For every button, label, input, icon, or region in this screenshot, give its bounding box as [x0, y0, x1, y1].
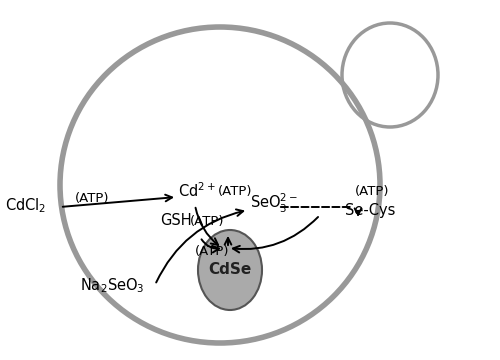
- Text: SeO$_3^{2-}$: SeO$_3^{2-}$: [250, 192, 298, 215]
- Text: CdCl$_2$: CdCl$_2$: [5, 196, 46, 215]
- Text: (ATP): (ATP): [355, 185, 390, 198]
- Text: (ATP): (ATP): [75, 192, 110, 205]
- Text: Cd$^{2+}$: Cd$^{2+}$: [178, 181, 216, 200]
- Text: (ATP): (ATP): [190, 215, 224, 228]
- Text: (ATP): (ATP): [195, 245, 230, 258]
- Text: CdSe: CdSe: [208, 262, 252, 278]
- Text: GSH: GSH: [160, 213, 192, 228]
- Ellipse shape: [198, 230, 262, 310]
- Text: (ATP): (ATP): [218, 185, 252, 198]
- Text: Se-Cys: Se-Cys: [345, 203, 396, 218]
- Text: Na$_2$SeO$_3$: Na$_2$SeO$_3$: [80, 276, 144, 295]
